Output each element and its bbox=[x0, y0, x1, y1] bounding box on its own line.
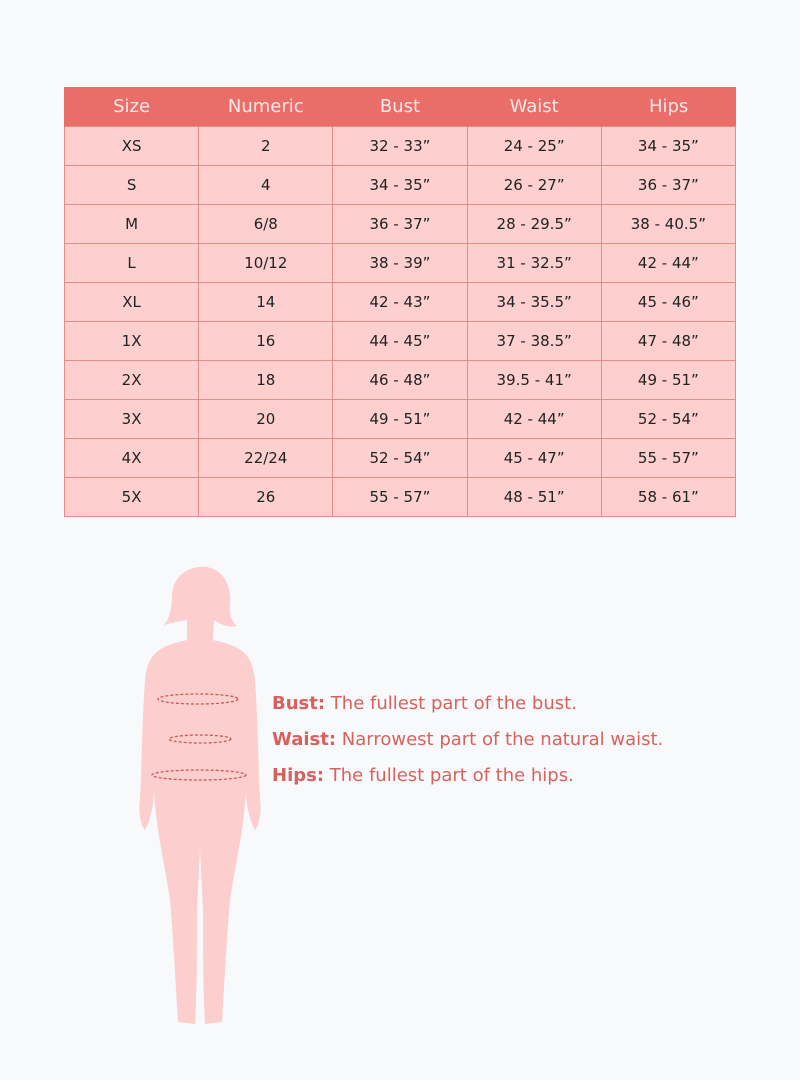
table-cell: 10/12 bbox=[198, 243, 334, 283]
column-header: Size bbox=[63, 87, 199, 127]
legend-description: The fullest part of the bust. bbox=[325, 693, 577, 714]
table-cell: 4 bbox=[198, 165, 334, 205]
table-cell: 44 - 45” bbox=[332, 321, 468, 361]
table-cell: 32 - 33” bbox=[332, 126, 468, 166]
column-header: Hips bbox=[600, 87, 736, 127]
legend-description: The fullest part of the hips. bbox=[324, 765, 574, 786]
table-cell: 22/24 bbox=[198, 438, 334, 478]
table-cell: 34 - 35” bbox=[332, 165, 468, 205]
table-row: 3X 20 49 - 51” 42 - 44” 52 - 54” bbox=[63, 399, 737, 439]
table-cell: 45 - 47” bbox=[466, 438, 602, 478]
size-chart-table: Size Numeric Bust Waist Hips XS 2 32 - 33” 24 -… bbox=[63, 87, 737, 517]
table-row: M 6/8 36 - 37” 28 - 29.5” 38 - 40.5” bbox=[63, 204, 737, 244]
column-header: Waist bbox=[466, 87, 602, 127]
table-row: L 10/12 38 - 39” 31 - 32.5” 42 - 44” bbox=[63, 243, 737, 283]
table-row: 1X 16 44 - 45” 37 - 38.5” 47 - 48” bbox=[63, 321, 737, 361]
table-cell: XS bbox=[63, 126, 200, 166]
table-row: XS 2 32 - 33” 24 - 25” 34 - 35” bbox=[63, 126, 737, 166]
table-cell: 42 - 44” bbox=[600, 243, 737, 283]
legend-term: Hips: bbox=[272, 765, 325, 786]
table-cell: 34 - 35.5” bbox=[466, 282, 602, 322]
table-cell: S bbox=[63, 165, 200, 205]
table-cell: 52 - 54” bbox=[600, 399, 737, 439]
legend-term: Bust: bbox=[272, 693, 326, 714]
table-cell: 28 - 29.5” bbox=[466, 204, 602, 244]
table-cell: 6/8 bbox=[198, 204, 334, 244]
table-cell: 42 - 43” bbox=[332, 282, 468, 322]
body-silhouette bbox=[139, 566, 261, 1024]
table-cell: 45 - 46” bbox=[600, 282, 737, 322]
column-header: Bust bbox=[332, 87, 468, 127]
table-cell: 24 - 25” bbox=[466, 126, 602, 166]
table-cell: 46 - 48” bbox=[332, 360, 468, 400]
table-cell: 58 - 61” bbox=[600, 477, 737, 517]
legend-item: Waist: Narrowest part of the natural wai… bbox=[272, 722, 663, 758]
table-row: XL 14 42 - 43” 34 - 35.5” 45 - 46” bbox=[63, 282, 737, 322]
table-cell: 26 bbox=[198, 477, 334, 517]
table-cell: 3X bbox=[63, 399, 200, 439]
table-row: 5X 26 55 - 57” 48 - 51” 58 - 61” bbox=[63, 477, 737, 517]
table-header-row: Size Numeric Bust Waist Hips bbox=[63, 87, 736, 127]
table-cell: 49 - 51” bbox=[600, 360, 737, 400]
column-header: Numeric bbox=[198, 87, 333, 127]
table-cell: 52 - 54” bbox=[332, 438, 468, 478]
table-cell: 31 - 32.5” bbox=[466, 243, 602, 283]
table-cell: 14 bbox=[198, 282, 334, 322]
legend-item: Hips: The fullest part of the hips. bbox=[272, 758, 663, 794]
legend-description: Narrowest part of the natural waist. bbox=[336, 729, 664, 750]
table-cell: 47 - 48” bbox=[600, 321, 737, 361]
table-cell: 55 - 57” bbox=[332, 477, 468, 517]
table-cell: 1X bbox=[63, 321, 200, 361]
table-cell: 2X bbox=[63, 360, 200, 400]
table-cell: 39.5 - 41” bbox=[466, 360, 602, 400]
table-cell: 16 bbox=[198, 321, 334, 361]
table-cell: 34 - 35” bbox=[600, 126, 737, 166]
table-cell: 2 bbox=[198, 126, 334, 166]
table-cell: 20 bbox=[198, 399, 334, 439]
table-cell: XL bbox=[63, 282, 200, 322]
measurement-legend: Bust: The fullest part of the bust. Waist… bbox=[272, 686, 663, 794]
table-cell: 55 - 57” bbox=[600, 438, 737, 478]
table-cell: 26 - 27” bbox=[466, 165, 602, 205]
table-cell: 37 - 38.5” bbox=[466, 321, 602, 361]
table-cell: L bbox=[63, 243, 200, 283]
table-cell: 42 - 44” bbox=[466, 399, 602, 439]
table-cell: M bbox=[63, 204, 200, 244]
table-cell: 4X bbox=[63, 438, 200, 478]
table-cell: 18 bbox=[198, 360, 334, 400]
table-cell: 5X bbox=[63, 477, 200, 517]
table-cell: 38 - 39” bbox=[332, 243, 468, 283]
table-cell: 38 - 40.5” bbox=[600, 204, 737, 244]
legend-item: Bust: The fullest part of the bust. bbox=[272, 686, 663, 722]
table-cell: 36 - 37” bbox=[600, 165, 737, 205]
table-row: 2X 18 46 - 48” 39.5 - 41” 49 - 51” bbox=[63, 360, 737, 400]
table-cell: 49 - 51” bbox=[332, 399, 468, 439]
legend-term: Waist: bbox=[272, 729, 337, 750]
table-row: 4X 22/24 52 - 54” 45 - 47” 55 - 57” bbox=[63, 438, 737, 478]
table-cell: 36 - 37” bbox=[332, 204, 468, 244]
table-cell: 48 - 51” bbox=[466, 477, 602, 517]
table-row: S 4 34 - 35” 26 - 27” 36 - 37” bbox=[63, 165, 737, 205]
